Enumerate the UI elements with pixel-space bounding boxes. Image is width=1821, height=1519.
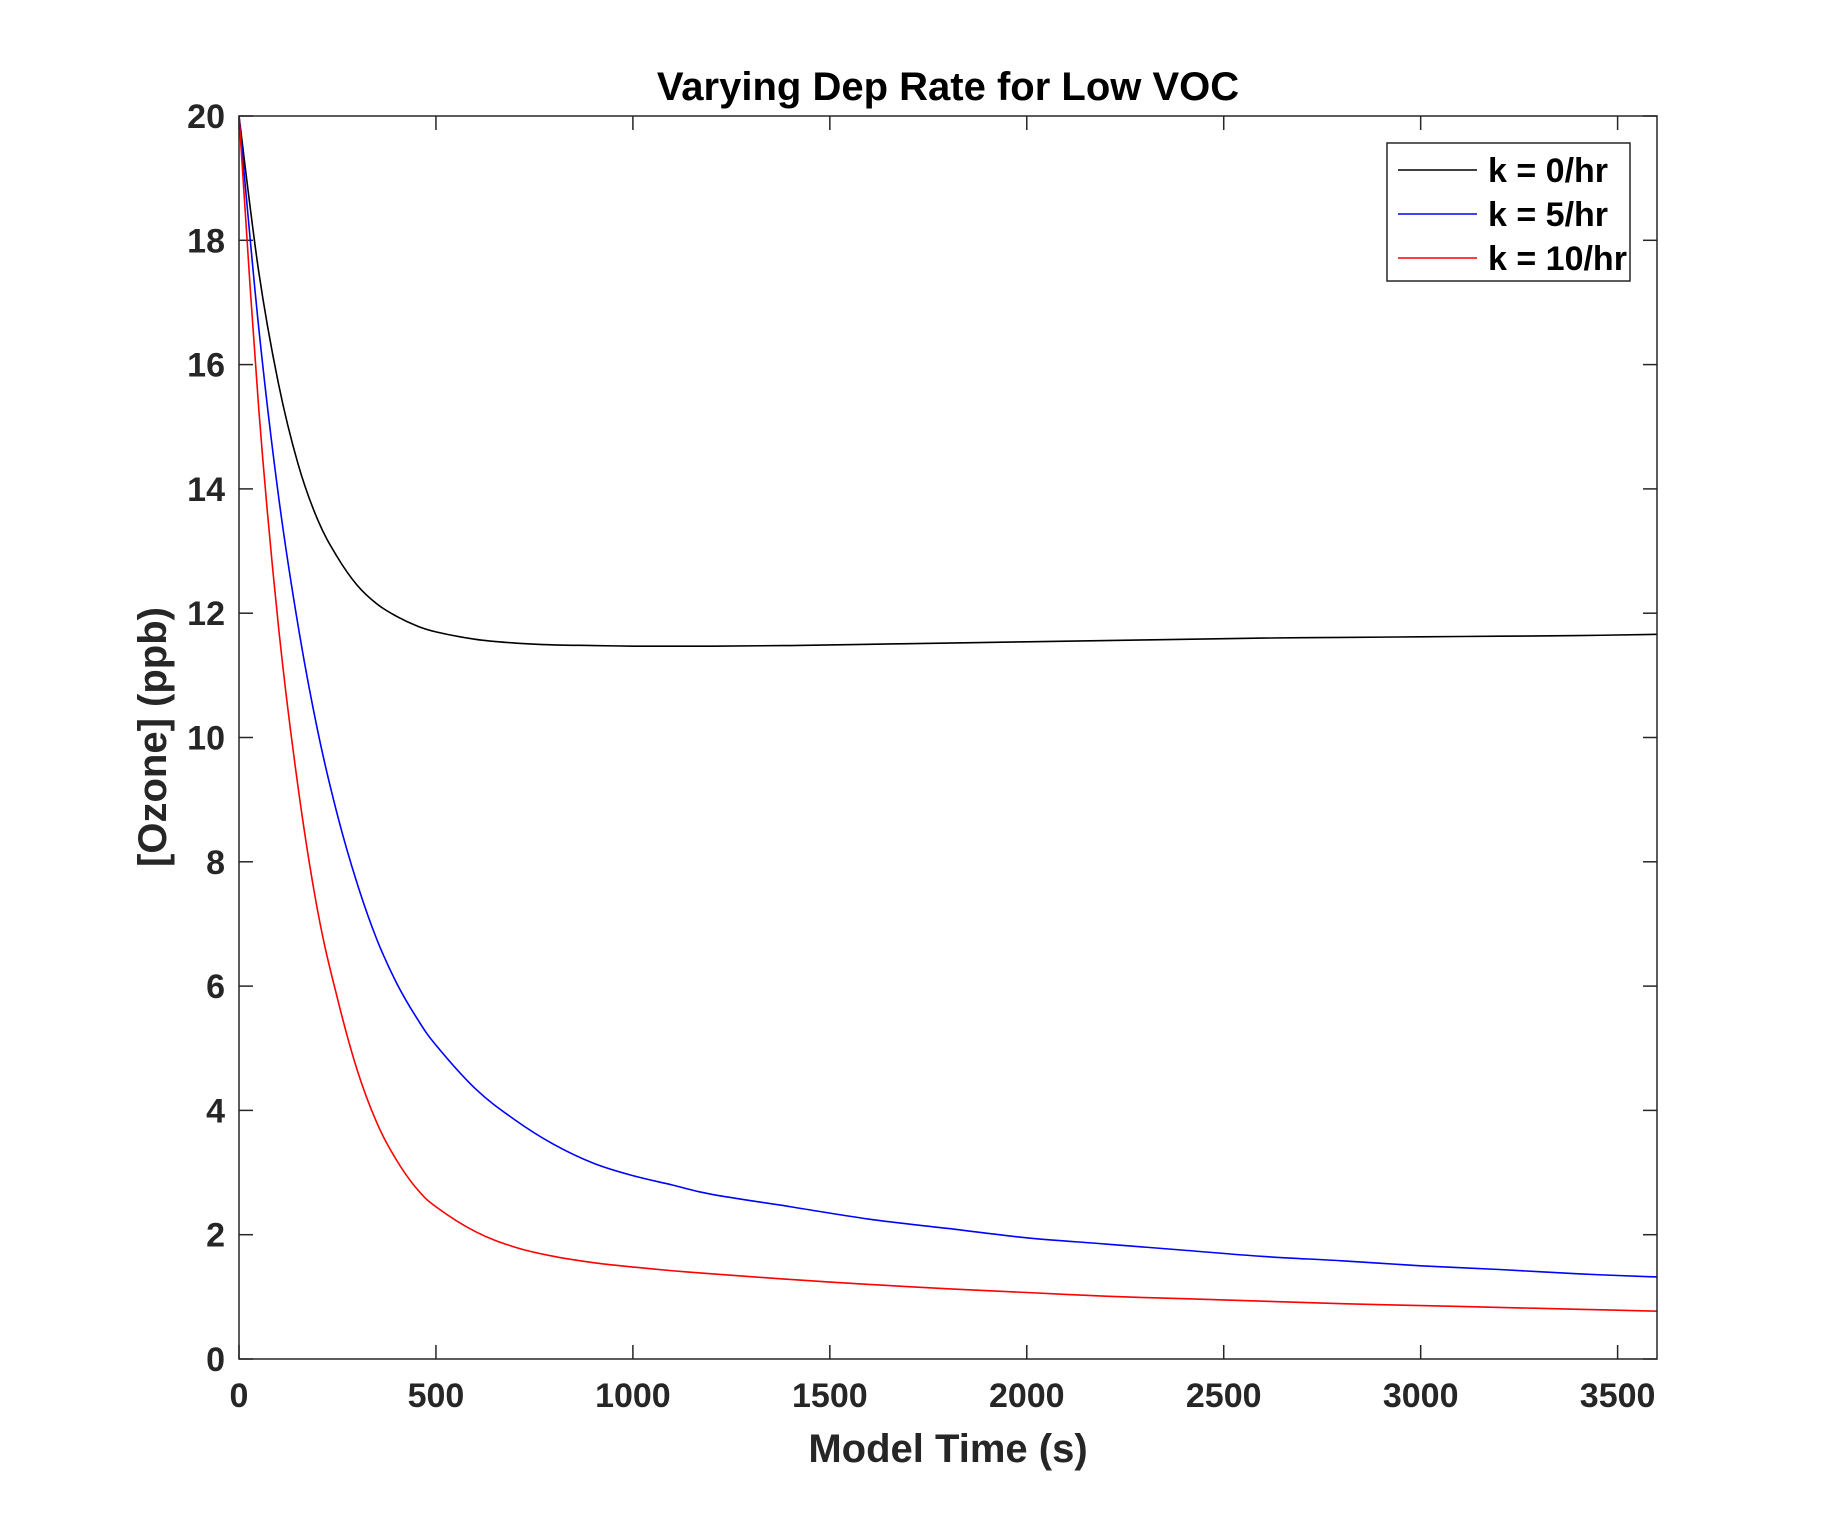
y-tick-label: 20 <box>187 98 225 136</box>
y-axis-title: [Ozone] (ppb) <box>131 607 175 867</box>
chart-title: Varying Dep Rate for Low VOC <box>657 65 1239 109</box>
x-tick-label: 1000 <box>595 1377 671 1415</box>
series-line-2 <box>239 116 1657 1312</box>
legend: k = 0/hr k = 5/hr k = 10/hr <box>1386 142 1631 282</box>
x-tick-label: 3500 <box>1580 1377 1656 1415</box>
x-tick-label: 3000 <box>1383 1377 1459 1415</box>
legend-label-0: k = 0/hr <box>1488 152 1608 190</box>
legend-label-2: k = 10/hr <box>1488 240 1627 278</box>
series-line-1 <box>239 116 1657 1278</box>
series-line-0 <box>239 116 1657 647</box>
y-tick-label: 18 <box>187 222 225 260</box>
x-tick-label: 2000 <box>989 1377 1065 1415</box>
plot-area-frame <box>238 115 1658 1360</box>
y-tick-label: 10 <box>187 720 225 758</box>
y-tick-label: 0 <box>206 1341 225 1379</box>
y-tick-label: 12 <box>187 595 225 633</box>
x-tick-label: 2500 <box>1186 1377 1262 1415</box>
legend-label-1: k = 5/hr <box>1488 196 1608 234</box>
y-tick-label: 14 <box>187 471 225 509</box>
y-tick-label: 16 <box>187 347 225 385</box>
x-tick-label: 0 <box>230 1377 249 1415</box>
x-tick-label: 1500 <box>792 1377 868 1415</box>
y-tick-label: 4 <box>206 1092 225 1130</box>
series-lines <box>239 116 1657 1312</box>
x-tick-label: 500 <box>408 1377 465 1415</box>
y-tick-label: 6 <box>206 968 225 1006</box>
y-tick-label: 8 <box>206 844 225 882</box>
tick-labels: 0 500 1000 1500 2000 2500 3000 3500 0 2 4 6 8 10 12 14 1… <box>187 98 1655 1415</box>
x-axis-title: Model Time (s) <box>808 1427 1087 1471</box>
y-tick-label: 2 <box>206 1217 225 1255</box>
